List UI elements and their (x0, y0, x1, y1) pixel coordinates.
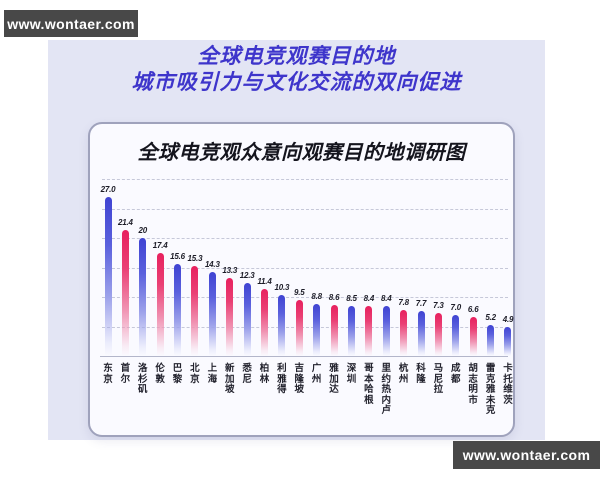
x-axis-line (100, 356, 508, 357)
city-label: 胡志明市 (468, 363, 478, 406)
bar (295, 299, 303, 356)
bar-value-label: 6.6 (467, 305, 479, 315)
bar (382, 306, 390, 356)
bar-value-label: 4.9 (502, 315, 514, 325)
bar-value-label: 8.6 (328, 293, 340, 303)
watermark-bottom-right: www.wontaer.com (453, 441, 600, 469)
bar (121, 229, 129, 356)
city-label: 杭州 (398, 363, 409, 385)
bar (417, 310, 425, 356)
bar (434, 312, 442, 356)
city-label: 新加坡 (224, 363, 235, 395)
city-label: 成都 (451, 363, 461, 385)
gridline (102, 179, 508, 180)
city-label: 柏林 (259, 363, 270, 385)
city-label: 伦敦 (155, 363, 165, 385)
chart-card: 全球电竞观众意向观赛目的地调研图 27.0 东京 21.4 首尔 20 洛杉矶 17.4 伦敦… (88, 122, 515, 437)
city-label: 雅加达 (329, 363, 339, 395)
gridline (102, 297, 508, 298)
city-label: 深圳 (346, 363, 357, 385)
bar (104, 196, 112, 356)
gridline (102, 267, 508, 269)
bar-value-label: 13.3 (222, 265, 238, 275)
city-label: 里约热内卢 (381, 363, 391, 416)
bar (400, 309, 408, 356)
bar (243, 283, 251, 356)
bar (504, 327, 512, 356)
city-label: 雷克雅未克 (485, 363, 496, 416)
bar-value-label: 7.8 (398, 297, 409, 307)
bar-value-label: 15.6 (170, 251, 185, 261)
city-label: 哥本哈根 (364, 363, 374, 406)
bar-value-label: 7.3 (433, 300, 444, 310)
bar-value-label: 10.3 (274, 283, 290, 293)
main-title: 全球电竞观赛目的地 城市吸引力与文化交流的双向促进 (48, 44, 545, 96)
chart-title: 全球电竞观众意向观赛目的地调研图 (137, 142, 466, 164)
bar-value-label: 5.2 (485, 313, 496, 323)
bar-value-label: 15.3 (187, 253, 203, 263)
bar-value-label: 8.8 (311, 292, 322, 302)
city-label: 东京 (103, 363, 113, 385)
city-label: 上海 (207, 363, 218, 385)
bar-value-label: 21.4 (117, 217, 133, 227)
main-title-line2: 城市吸引力与文化交流的双向促进 (131, 71, 462, 94)
bar-value-label: 11.4 (257, 276, 272, 286)
main-title-line1: 全球电竞观赛目的地 (197, 45, 396, 68)
city-label: 洛杉矶 (138, 363, 148, 395)
bar-value-label: 9.5 (294, 287, 305, 297)
bar (208, 271, 216, 356)
bar-value-label: 14.3 (204, 259, 220, 269)
gridline (102, 326, 508, 328)
bar (452, 314, 460, 356)
bar-value-label: 7.0 (450, 302, 462, 312)
bar (278, 295, 286, 356)
bar (487, 325, 495, 356)
city-label: 悉尼 (242, 363, 252, 385)
city-label: 北京 (190, 363, 200, 385)
bar (191, 265, 199, 356)
city-label: 广州 (311, 363, 322, 385)
bar (313, 304, 321, 356)
bar-value-label: 20 (138, 226, 148, 235)
city-label: 巴黎 (172, 363, 183, 385)
bar (226, 277, 234, 356)
bar (347, 305, 355, 356)
bar-value-label: 8.4 (363, 294, 375, 304)
bar-value-label: 27.0 (100, 184, 116, 194)
gridline (102, 238, 508, 239)
city-label: 首尔 (120, 363, 131, 385)
bar-value-label: 8.5 (346, 293, 357, 303)
bar (156, 253, 164, 356)
bar-value-label: 7.7 (415, 298, 427, 308)
city-label: 利雅得 (277, 363, 287, 395)
bar (139, 238, 147, 356)
bar-value-label: 12.3 (239, 271, 255, 281)
city-label: 马尼拉 (433, 363, 444, 395)
bar (365, 306, 373, 356)
bar (469, 317, 477, 356)
city-label: 科隆 (416, 363, 426, 385)
bar-value-label: 17.4 (152, 241, 168, 251)
bar (261, 288, 268, 356)
bar (330, 305, 338, 356)
city-label: 吉隆坡 (294, 363, 305, 395)
city-label: 卡托维茨 (503, 363, 513, 406)
bar (174, 263, 182, 356)
bar-value-label: 8.4 (380, 294, 392, 304)
watermark-top-left: www.wontaer.com (4, 10, 138, 37)
gridline (102, 208, 508, 210)
